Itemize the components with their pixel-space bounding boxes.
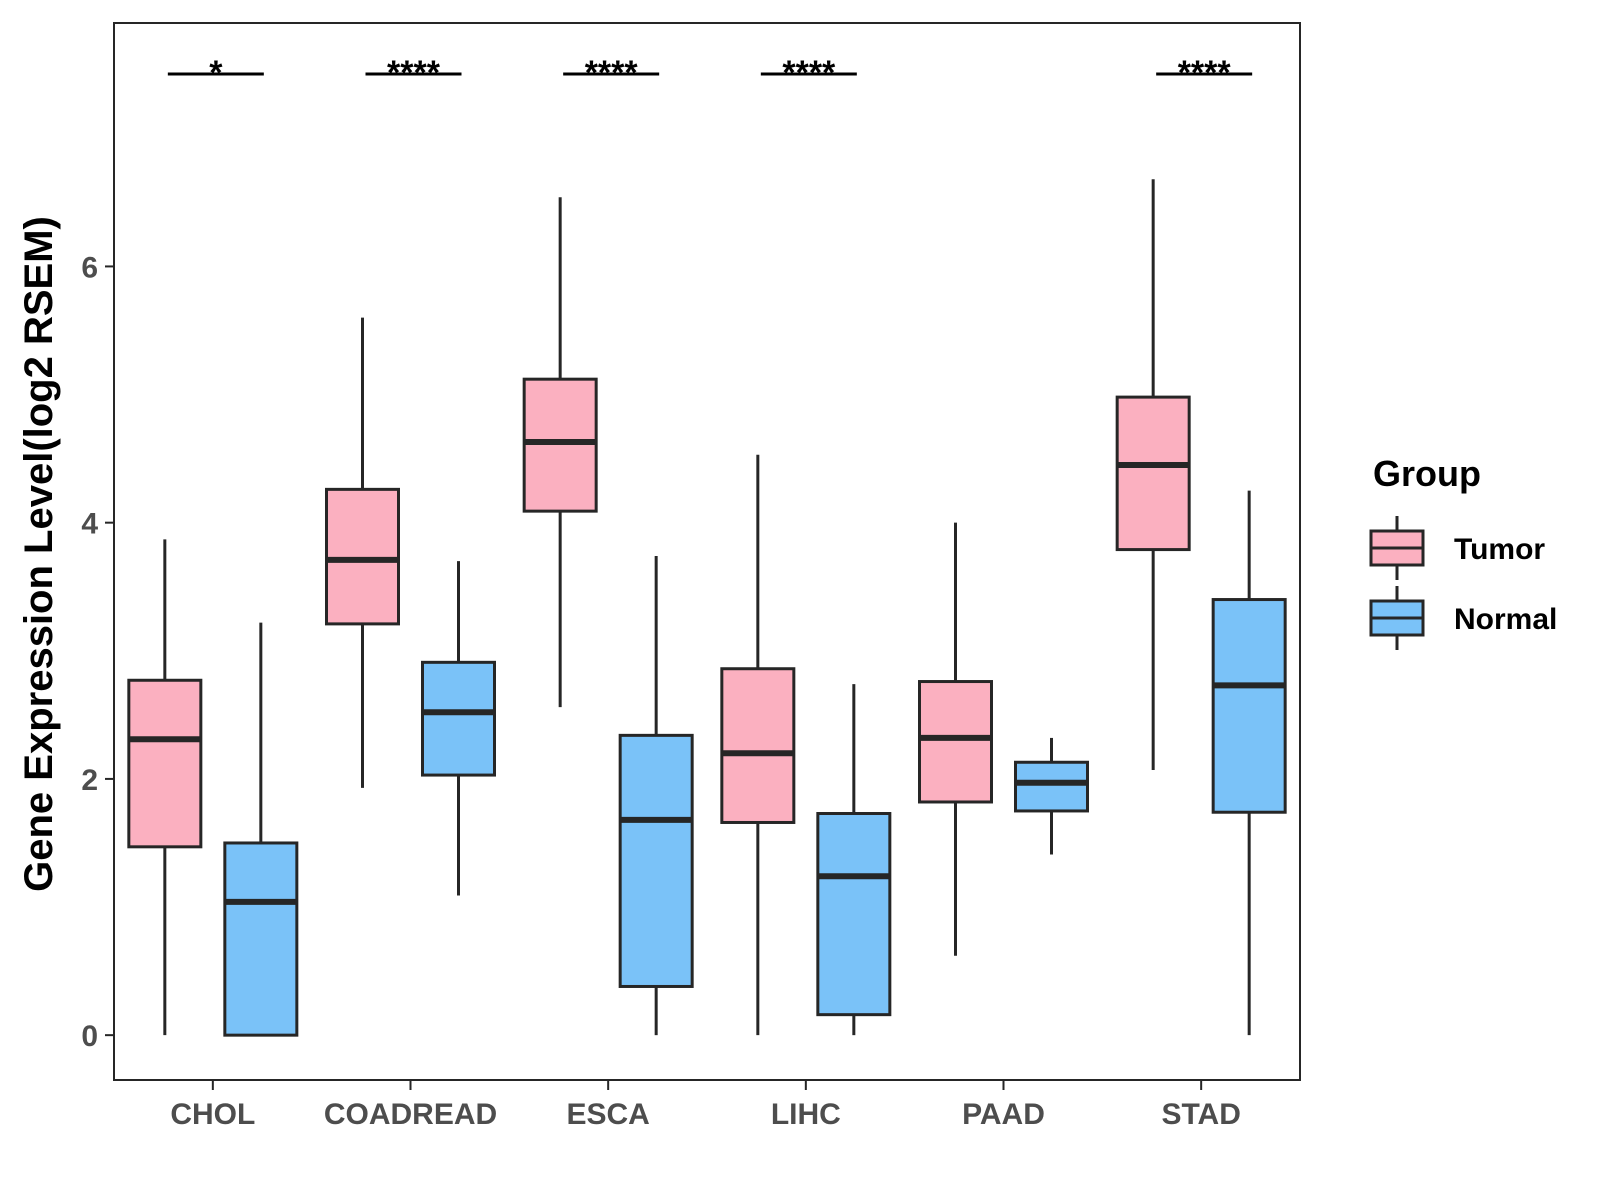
box-normal [223, 841, 299, 1037]
box-normal [1014, 760, 1089, 813]
y-tick-label: 4 [81, 508, 98, 541]
box-normal [421, 660, 496, 777]
box-normal [816, 812, 892, 1017]
x-tick-label: STAD [1161, 1098, 1240, 1131]
legend: Group Tumor Normal [1369, 453, 1557, 650]
box-tumor [1115, 395, 1191, 552]
box-tumor [918, 680, 993, 804]
significance-label: **** [387, 54, 441, 92]
box-tumor [325, 487, 400, 626]
y-tick-label: 0 [81, 1020, 98, 1053]
significance-label: **** [782, 54, 836, 92]
x-tick-label: LIHC [771, 1098, 841, 1131]
legend-label-normal: Normal [1454, 603, 1557, 636]
box-normal [618, 733, 694, 988]
significance-label: **** [1178, 54, 1232, 92]
box-normal [1211, 598, 1287, 814]
box-tumor [127, 678, 203, 849]
box-tumor [720, 667, 796, 824]
legend-title: Group [1373, 453, 1481, 494]
y-tick-label: 2 [81, 764, 98, 797]
panel-border [113, 22, 1301, 1081]
x-tick-label: ESCA [566, 1098, 649, 1131]
y-axis-label: Gene Expression Level(log2 RSEM) [17, 216, 61, 892]
significance-label: * [209, 54, 223, 92]
legend-label-tumor: Tumor [1454, 533, 1545, 566]
y-tick-label: 6 [81, 251, 98, 284]
x-tick-label: PAAD [962, 1098, 1045, 1131]
significance-label: **** [585, 54, 639, 92]
x-tick-label: CHOL [170, 1098, 255, 1131]
x-tick-label: COADREAD [324, 1098, 497, 1131]
box-tumor [522, 377, 598, 513]
